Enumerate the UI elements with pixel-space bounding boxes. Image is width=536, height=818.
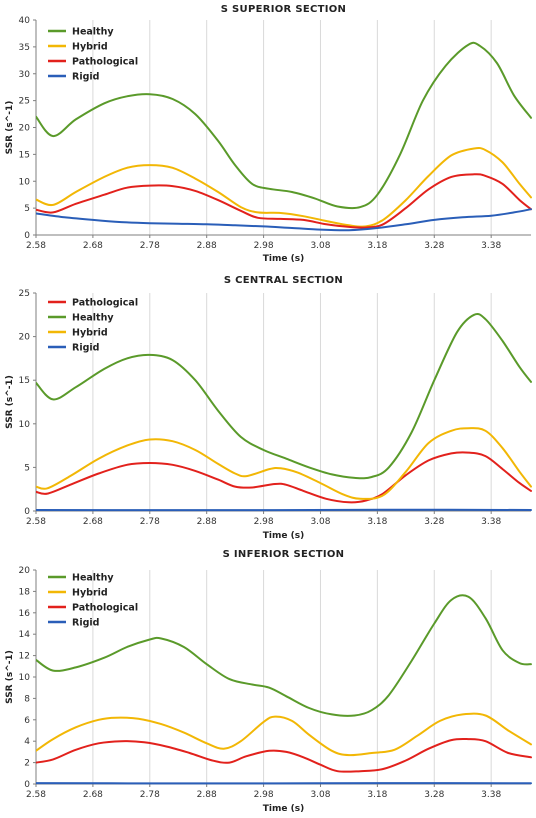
chart-0-y-tick-label: 5 — [24, 204, 30, 214]
chart-0-x-axis-label: Time (s) — [263, 254, 304, 264]
chart-0-y-tick-label: 0 — [24, 231, 30, 241]
chart-1-y-axis-label: SSR (s^-1) — [5, 375, 15, 429]
chart-0-series-healthy-line — [36, 41, 532, 210]
chart-2-series-hybrid-line — [36, 712, 532, 757]
chart-superior: S SUPERIOR SECTION 0 5 10 15 20 25 30 35 40 2.58 2.… — [5, 4, 532, 264]
chart-1-x-tick-label: 2.58 — [26, 517, 46, 527]
chart-1-y-tick-label: 25 — [19, 289, 30, 299]
chart-2-x-tick-label: 2.68 — [83, 790, 103, 800]
chart-1-x-tick-label: 3.18 — [367, 517, 387, 527]
chart-0-title: S SUPERIOR SECTION — [221, 4, 346, 15]
chart-2-y-tick-label: 20 — [19, 566, 31, 576]
chart-0-series-hybrid-line — [36, 146, 532, 228]
chart-2-x-tick-label: 2.58 — [26, 790, 46, 800]
chart-1-x-tick-label: 2.88 — [197, 517, 217, 527]
chart-1-y-tick-label: 20 — [19, 333, 31, 343]
chart-0-x-tick-label: 3.08 — [310, 241, 330, 251]
chart-0-series-rigid-line — [36, 208, 532, 232]
chart-2-series-healthy-line — [36, 594, 532, 717]
chart-1-series-pathological-line — [36, 451, 532, 504]
chart-0-y-tick-label: 10 — [19, 177, 31, 187]
chart-1-title: S CENTRAL SECTION — [224, 275, 343, 286]
chart-1-x-tick-label: 2.98 — [254, 517, 274, 527]
chart-2-y-tick-label: 4 — [24, 737, 30, 747]
chart-inferior: S INFERIOR SECTION 0 2 4 6 8 10 12 14 16 18 20 2.58 2… — [5, 549, 532, 814]
chart-2-x-tick-label: 3.08 — [310, 790, 330, 800]
chart-1-legend-label-pathological: Pathological — [72, 298, 138, 309]
chart-2-x-axis-label: Time (s) — [263, 804, 304, 814]
chart-2-x-tick-label: 2.88 — [197, 790, 217, 800]
chart-0-x-tick-label: 2.98 — [254, 241, 274, 251]
chart-0-x-tick-label: 2.58 — [26, 241, 46, 251]
chart-1-y-tick-label: 15 — [19, 376, 30, 386]
chart-0-y-tick-label: 25 — [19, 97, 30, 107]
chart-0-legend-label-healthy: Healthy — [72, 27, 114, 38]
chart-2-x-tick-label: 3.18 — [367, 790, 387, 800]
chart-0-y-tick-label: 35 — [19, 43, 30, 53]
chart-2-y-tick-label: 8 — [24, 694, 30, 704]
chart-1-x-tick-label: 3.28 — [424, 517, 444, 527]
chart-0-legend-label-hybrid: Hybrid — [72, 42, 108, 53]
chart-1-y-tick-label: 5 — [24, 463, 30, 473]
chart-0-y-axis-label: SSR (s^-1) — [5, 101, 15, 155]
chart-1-series-hybrid-line — [36, 427, 532, 500]
chart-2-x-tick-label: 2.98 — [254, 790, 274, 800]
chart-0-x-tick-label: 3.28 — [424, 241, 444, 251]
chart-2-y-tick-label: 2 — [24, 759, 30, 769]
chart-1-x-tick-label: 3.38 — [481, 517, 501, 527]
chart-0-x-tick-label: 3.18 — [367, 241, 387, 251]
chart-0-x-tick-label: 2.78 — [140, 241, 160, 251]
chart-1-x-tick-label: 2.78 — [140, 517, 160, 527]
chart-2-x-tick-label: 3.38 — [481, 790, 501, 800]
chart-0-y-tick-label: 40 — [19, 16, 31, 26]
chart-2-y-tick-label: 16 — [19, 609, 31, 619]
chart-1-legend-label-healthy: Healthy — [72, 313, 114, 324]
chart-0-y-tick-label: 15 — [19, 150, 30, 160]
chart-2-series-pathological-line — [36, 737, 532, 773]
chart-0-x-tick-label: 2.68 — [83, 241, 103, 251]
chart-2-x-tick-label: 2.78 — [140, 790, 160, 800]
chart-1-legend-label-hybrid: Hybrid — [72, 328, 108, 339]
chart-0-legend-label-pathological: Pathological — [72, 57, 138, 68]
chart-0-y-tick-label: 20 — [19, 124, 31, 134]
chart-1-legend-label-rigid: Rigid — [72, 343, 99, 354]
chart-0-x-tick-label: 2.88 — [197, 241, 217, 251]
chart-1-series-healthy-line — [36, 312, 532, 480]
chart-2-y-tick-label: 6 — [24, 716, 30, 726]
chart-0-x-tick-label: 3.38 — [481, 241, 501, 251]
chart-2-y-tick-label: 12 — [19, 652, 30, 662]
chart-0-y-tick-label: 30 — [19, 70, 31, 80]
chart-2-y-axis-label: SSR (s^-1) — [5, 650, 15, 704]
chart-0-series-pathological-line — [36, 173, 532, 229]
chart-2-legend-label-hybrid: Hybrid — [72, 588, 108, 599]
chart-1-y-tick-label: 10 — [19, 420, 31, 430]
chart-2-y-tick-label: 0 — [24, 780, 30, 790]
chart-2-y-tick-label: 10 — [19, 673, 31, 683]
chart-2-y-tick-label: 14 — [19, 630, 31, 640]
chart-2-legend-label-rigid: Rigid — [72, 618, 99, 629]
chart-1-x-tick-label: 3.08 — [310, 517, 330, 527]
chart-2-x-tick-label: 3.28 — [424, 790, 444, 800]
chart-2-legend-label-pathological: Pathological — [72, 603, 138, 614]
chart-0-legend-label-rigid: Rigid — [72, 72, 99, 83]
chart-2-title: S INFERIOR SECTION — [223, 549, 345, 560]
chart-1-x-tick-label: 2.68 — [83, 517, 103, 527]
chart-central: S CENTRAL SECTION 0 5 10 15 20 25 2.58 2.68 2.78 2… — [5, 275, 532, 541]
chart-1-x-axis-label: Time (s) — [263, 531, 304, 541]
chart-2-legend-label-healthy: Healthy — [72, 573, 114, 584]
chart-2-y-tick-label: 18 — [19, 587, 31, 597]
chart-1-y-tick-label: 0 — [24, 507, 30, 517]
